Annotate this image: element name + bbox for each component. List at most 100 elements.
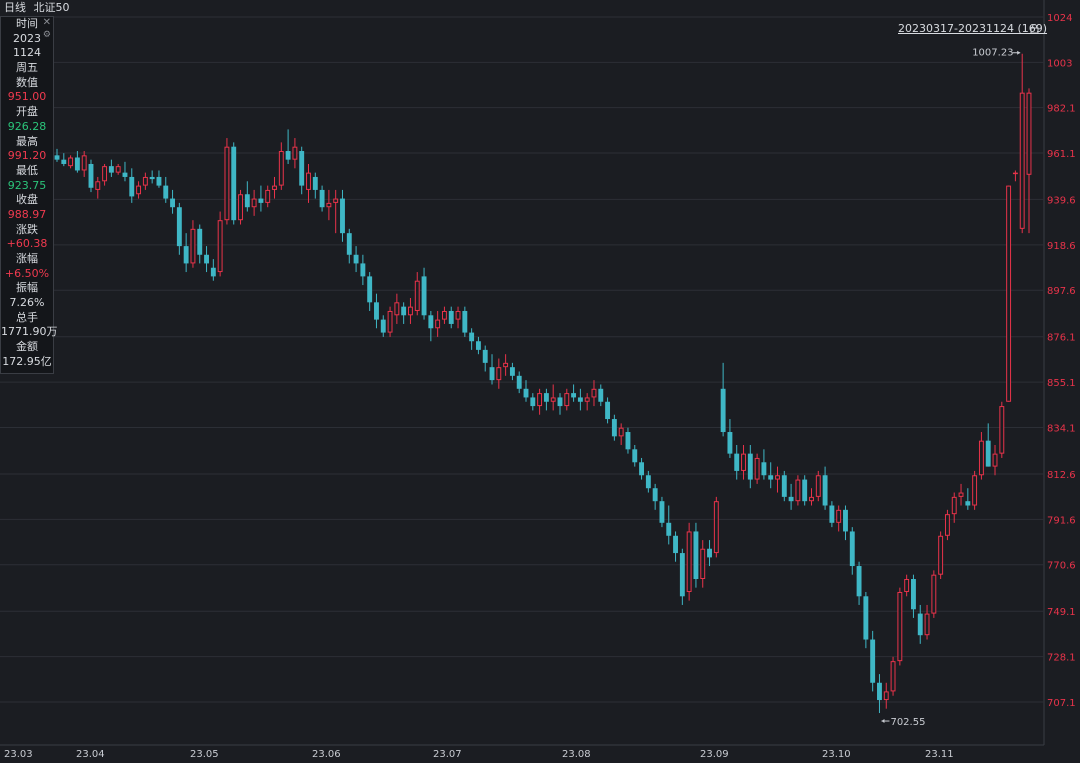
- candle-body: [509, 367, 515, 376]
- candle-body: [924, 613, 930, 636]
- candle-body: [462, 310, 468, 333]
- candle-body: [455, 310, 461, 320]
- info-row: +60.38: [6, 237, 48, 251]
- info-row: 926.28: [7, 119, 47, 133]
- candle-body: [754, 457, 760, 480]
- gear-icon[interactable]: ⚙: [42, 30, 51, 40]
- candle-body: [516, 375, 522, 389]
- candle-body: [285, 151, 291, 160]
- candle-body: [822, 475, 828, 506]
- candle-body: [639, 462, 645, 476]
- candle-body: [897, 591, 903, 662]
- candle-body: [911, 579, 916, 610]
- candle-body: [611, 419, 617, 437]
- x-tick-label: 23.05: [190, 749, 219, 760]
- info-row: 2023: [13, 31, 41, 45]
- candle-body: [1019, 92, 1025, 229]
- y-tick-label: 791.6: [1047, 515, 1076, 526]
- candle-body: [258, 198, 264, 203]
- candle-body: [149, 176, 155, 180]
- candle-body: [700, 548, 706, 580]
- info-row: 金额: [16, 340, 38, 354]
- candle-body: [265, 189, 271, 203]
- candle-body: [489, 367, 495, 381]
- info-rows: 时间 2023 1124 周五 数值 951.00 开盘 926.28 最高 991.20 最低 92…: [1, 17, 58, 370]
- candle-body: [278, 151, 284, 186]
- candle-body: [978, 440, 984, 476]
- candle-body: [190, 228, 196, 264]
- candle-body: [530, 397, 536, 407]
- candle-body: [238, 194, 243, 221]
- y-tick-label: 1003: [1047, 58, 1072, 69]
- candle-body: [115, 166, 121, 173]
- candle-body: [693, 531, 699, 580]
- candle-body: [863, 596, 869, 640]
- candle-body: [244, 194, 250, 208]
- candle-body: [251, 198, 257, 208]
- candle-body: [88, 163, 94, 188]
- candle-body: [584, 397, 590, 402]
- date-range-label[interactable]: 20230317-20231124 (169): [898, 22, 1048, 35]
- candle-body: [666, 522, 672, 536]
- candle-body: [652, 488, 658, 502]
- candle-body: [183, 246, 189, 264]
- candle-body: [829, 505, 835, 523]
- candle-body: [720, 388, 726, 433]
- candle-body: [618, 427, 624, 437]
- x-tick-label: 23.03: [4, 749, 33, 760]
- candle-body: [367, 276, 373, 303]
- candle-body: [843, 509, 848, 532]
- candle-body: [129, 176, 135, 197]
- info-row: +6.50%: [4, 266, 50, 280]
- candle-body: [523, 388, 529, 398]
- high-arrowhead: [1017, 50, 1021, 55]
- info-row: 最高: [16, 134, 38, 148]
- info-row: 1771.90万: [1, 325, 58, 339]
- candle-body: [346, 233, 352, 255]
- candle-body: [679, 553, 685, 597]
- candle-body: [428, 315, 434, 329]
- info-row: 7.26%: [9, 296, 45, 310]
- candle-body: [537, 393, 543, 407]
- candle-body: [503, 362, 509, 368]
- candle-body: [965, 501, 971, 506]
- candle-body: [333, 198, 339, 203]
- candle-body: [421, 276, 427, 316]
- info-row: 1124: [13, 46, 41, 60]
- period-label[interactable]: 日线: [4, 1, 26, 14]
- candle-body: [849, 531, 855, 567]
- x-tick-label: 23.11: [925, 749, 954, 760]
- candle-body: [591, 388, 597, 398]
- lock-icon[interactable]: [1030, 24, 1039, 33]
- candle-body: [306, 172, 311, 190]
- info-row: 988.97: [7, 207, 47, 221]
- candle-body: [414, 280, 420, 311]
- candle-body: [598, 388, 604, 402]
- candle-body: [1006, 185, 1012, 402]
- candle-body: [170, 198, 175, 208]
- info-row: 数值: [16, 75, 38, 89]
- info-row: 951.00: [7, 90, 47, 104]
- candle-body: [408, 306, 413, 316]
- candle-body: [319, 189, 325, 208]
- candle-body: [917, 613, 923, 636]
- candle-body: [673, 535, 678, 554]
- candle-body: [781, 475, 787, 497]
- candle-body: [1012, 172, 1018, 175]
- y-tick-label: 770.6: [1047, 561, 1076, 572]
- candle-body: [713, 501, 719, 554]
- y-tick-label: 855.1: [1047, 378, 1076, 389]
- candle-body: [659, 501, 665, 523]
- candle-body: [972, 475, 978, 506]
- close-icon[interactable]: ✕: [42, 17, 51, 28]
- candle-body: [95, 181, 101, 190]
- info-row: 时间: [16, 17, 38, 30]
- candle-body: [204, 254, 209, 264]
- info-row: 172.95亿: [2, 354, 52, 368]
- candle-body: [68, 157, 74, 167]
- x-tick-label: 23.09: [700, 749, 729, 760]
- candle-body: [448, 310, 454, 324]
- candle-body: [836, 509, 842, 523]
- candle-body: [795, 479, 801, 502]
- candle-body: [999, 406, 1005, 454]
